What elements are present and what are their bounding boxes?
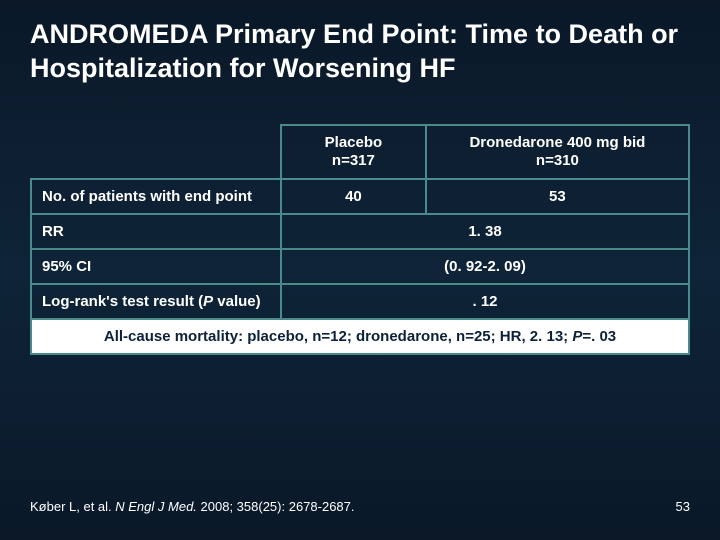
slide-title: ANDROMEDA Primary End Point: Time to Dea…: [30, 18, 690, 86]
slide: ANDROMEDA Primary End Point: Time to Dea…: [0, 0, 720, 540]
slide-number: 53: [676, 499, 690, 514]
row-label-pvalue: Log-rank's test result (P value): [31, 284, 281, 319]
header-placebo-l1: Placebo: [292, 134, 415, 152]
row-label: No. of patients with end point: [31, 179, 281, 214]
footnote-text: All-cause mortality: placebo, n=12; dron…: [104, 328, 616, 345]
results-table: Placebo n=317 Dronedarone 400 mg bid n=3…: [30, 124, 690, 355]
citation-journal: N Engl J Med.: [115, 499, 197, 514]
citation-prefix: Køber L, et al.: [30, 499, 115, 514]
header-placebo-l2: n=317: [292, 152, 415, 170]
table-row: No. of patients with end point 40 53: [31, 179, 689, 214]
table-row: Log-rank's test result (P value) . 12: [31, 284, 689, 319]
citation-row: Køber L, et al. N Engl J Med. 2008; 358(…: [30, 499, 690, 514]
row-merged-value: 1. 38: [281, 214, 689, 249]
row-label: RR: [31, 214, 281, 249]
header-dronedarone-l2: n=310: [437, 152, 678, 170]
table-row: 95% CI (0. 92-2. 09): [31, 249, 689, 284]
table-header-row: Placebo n=317 Dronedarone 400 mg bid n=3…: [31, 125, 689, 179]
header-dronedarone-l1: Dronedarone 400 mg bid: [437, 134, 678, 152]
footnote-cell: All-cause mortality: placebo, n=12; dron…: [31, 319, 689, 354]
citation: Køber L, et al. N Engl J Med. 2008; 358(…: [30, 499, 355, 514]
row-merged-value: (0. 92-2. 09): [281, 249, 689, 284]
table-row: RR 1. 38: [31, 214, 689, 249]
header-dronedarone: Dronedarone 400 mg bid n=310: [426, 125, 689, 179]
row-val-dronedarone: 53: [426, 179, 689, 214]
citation-suffix: 2008; 358(25): 2678-2687.: [197, 499, 355, 514]
row-label: 95% CI: [31, 249, 281, 284]
table-footnote-row: All-cause mortality: placebo, n=12; dron…: [31, 319, 689, 354]
header-empty-cell: [31, 125, 281, 179]
header-placebo: Placebo n=317: [281, 125, 426, 179]
row-label-text: Log-rank's test result (P value): [42, 293, 261, 310]
row-val-placebo: 40: [281, 179, 426, 214]
row-merged-value: . 12: [281, 284, 689, 319]
